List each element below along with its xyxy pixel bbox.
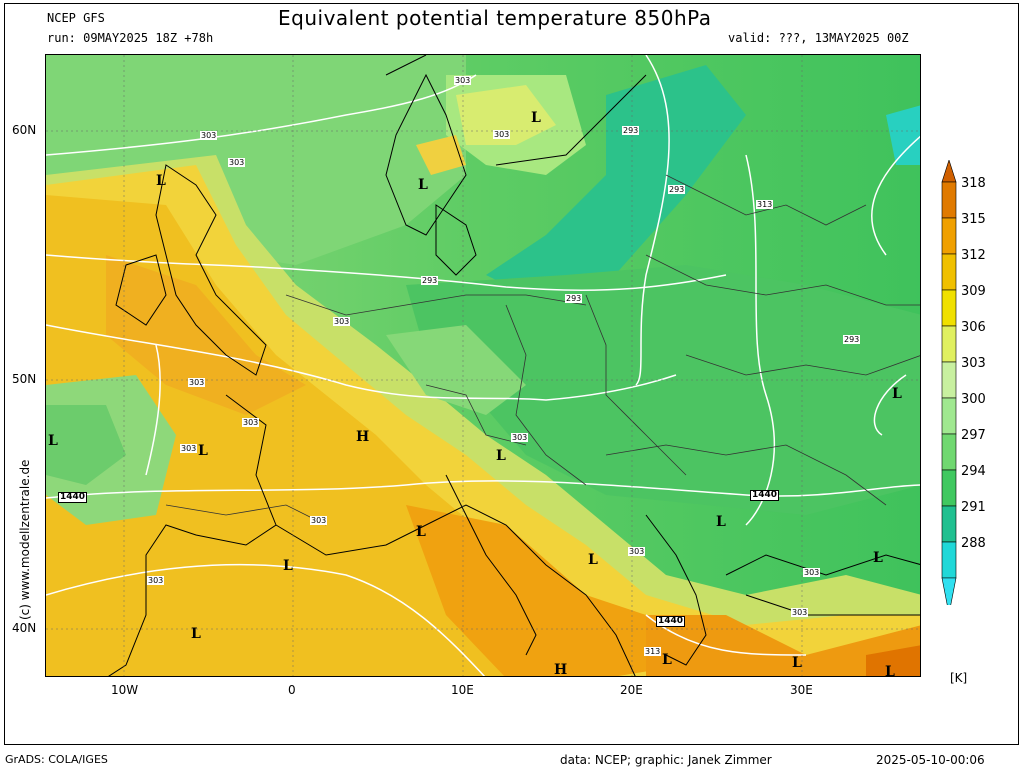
contour-label: 303 xyxy=(242,418,260,427)
valid-time: valid: ???, 13MAY2025 00Z xyxy=(728,31,909,45)
colorbar-segment xyxy=(941,469,957,507)
colorbar-segment xyxy=(941,289,957,327)
low-pressure-label: L xyxy=(48,433,58,449)
contour-label: 293 xyxy=(668,185,686,194)
geopotential-label: 1440 xyxy=(58,492,88,503)
contour-label: 303 xyxy=(791,608,809,617)
colorbar-label: 297 xyxy=(961,428,986,443)
contour-label: 293 xyxy=(565,294,583,303)
contour-label: 303 xyxy=(511,433,529,442)
contour-label: 313 xyxy=(756,200,774,209)
high-pressure-label: H xyxy=(356,429,370,445)
footer-credit: data: NCEP; graphic: Janek Zimmer xyxy=(560,753,772,767)
colorbar-label: 309 xyxy=(961,284,986,299)
colorbar-label: 294 xyxy=(961,464,986,479)
geopotential-label: 1440 xyxy=(656,616,686,627)
contour-label: 303 xyxy=(188,378,206,387)
contour-label: 293 xyxy=(622,126,640,135)
geopotential-label: 1440 xyxy=(750,490,780,501)
low-pressure-label: L xyxy=(418,177,428,193)
low-pressure-label: L xyxy=(792,655,802,671)
colorbar-segment xyxy=(941,433,957,471)
low-pressure-label: L xyxy=(885,664,895,677)
low-pressure-label: L xyxy=(531,110,541,126)
low-pressure-label: L xyxy=(662,652,672,668)
colorbar-label: 291 xyxy=(961,500,986,515)
colorbar-unit: [K] xyxy=(950,671,968,685)
low-pressure-label: L xyxy=(892,386,902,402)
colorbar-label: 303 xyxy=(961,356,986,371)
colorbar: 318 315 312 309 306 303 300 297 294 291 288 xyxy=(941,160,986,605)
contour-label: 313 xyxy=(644,647,662,656)
footer-timestamp: 2025-05-10-00:06 xyxy=(876,753,985,767)
contour-label: 303 xyxy=(228,158,246,167)
colorbar-segment xyxy=(941,505,957,543)
colorbar-label: 300 xyxy=(961,392,986,407)
lon-label: 10E xyxy=(451,683,474,697)
colorbar-segment xyxy=(941,253,957,291)
contour-label: 303 xyxy=(310,516,328,525)
contour-label: 303 xyxy=(180,444,198,453)
footer-software: GrADS: COLA/IGES xyxy=(5,753,108,766)
lat-label: 60N xyxy=(12,123,37,137)
low-pressure-label: L xyxy=(198,443,208,459)
contour-label: 303 xyxy=(333,317,351,326)
low-pressure-label: L xyxy=(716,514,726,530)
colorbar-segment xyxy=(941,541,957,579)
theta-e-field xyxy=(46,55,920,676)
page-title: Equivalent potential temperature 850hPa xyxy=(278,6,712,30)
low-pressure-label: L xyxy=(873,550,883,566)
colorbar-segment xyxy=(941,181,957,219)
contour-label: 293 xyxy=(421,276,439,285)
plot-frame xyxy=(4,3,1019,745)
colorbar-segment xyxy=(941,361,957,399)
contour-label: 303 xyxy=(200,131,218,140)
low-pressure-label: L xyxy=(191,626,201,642)
contour-label: 303 xyxy=(803,568,821,577)
contour-label: 303 xyxy=(454,76,472,85)
low-pressure-label: L xyxy=(496,448,506,464)
lon-label: 10W xyxy=(111,683,139,697)
colorbar-segment xyxy=(941,217,957,255)
low-pressure-label: L xyxy=(156,173,166,189)
low-pressure-label: L xyxy=(588,552,598,568)
colorbar-label: 312 xyxy=(961,248,986,263)
contour-label: 293 xyxy=(843,335,861,344)
colorbar-label: 318 xyxy=(961,176,986,191)
contour-label: 303 xyxy=(147,576,165,585)
lat-label: 50N xyxy=(12,372,37,386)
colorbar-segment xyxy=(941,397,957,435)
colorbar-label: 288 xyxy=(961,536,986,551)
contour-label: 303 xyxy=(628,547,646,556)
watermark-text: (c) www.modellzentrale.de xyxy=(18,459,32,620)
colorbar-label: 306 xyxy=(961,320,986,335)
low-pressure-label: L xyxy=(416,524,426,540)
run-info: run: 09MAY2025 18Z +78h xyxy=(47,31,214,45)
lat-label: 40N xyxy=(12,621,37,635)
contour-label: 303 xyxy=(493,130,511,139)
colorbar-top-arrow xyxy=(941,160,957,183)
colorbar-bottom-arrow xyxy=(941,577,957,605)
lon-label: 0 xyxy=(288,683,296,697)
weather-map: L L L L L L L L L L L L L L L L L L L H … xyxy=(45,54,921,677)
low-pressure-label: L xyxy=(283,558,293,574)
high-pressure-label: H xyxy=(554,662,568,677)
colorbar-segment xyxy=(941,325,957,363)
colorbar-label: 315 xyxy=(961,212,986,227)
lon-label: 30E xyxy=(790,683,813,697)
model-name: NCEP GFS xyxy=(47,11,105,25)
lon-label: 20E xyxy=(620,683,643,697)
